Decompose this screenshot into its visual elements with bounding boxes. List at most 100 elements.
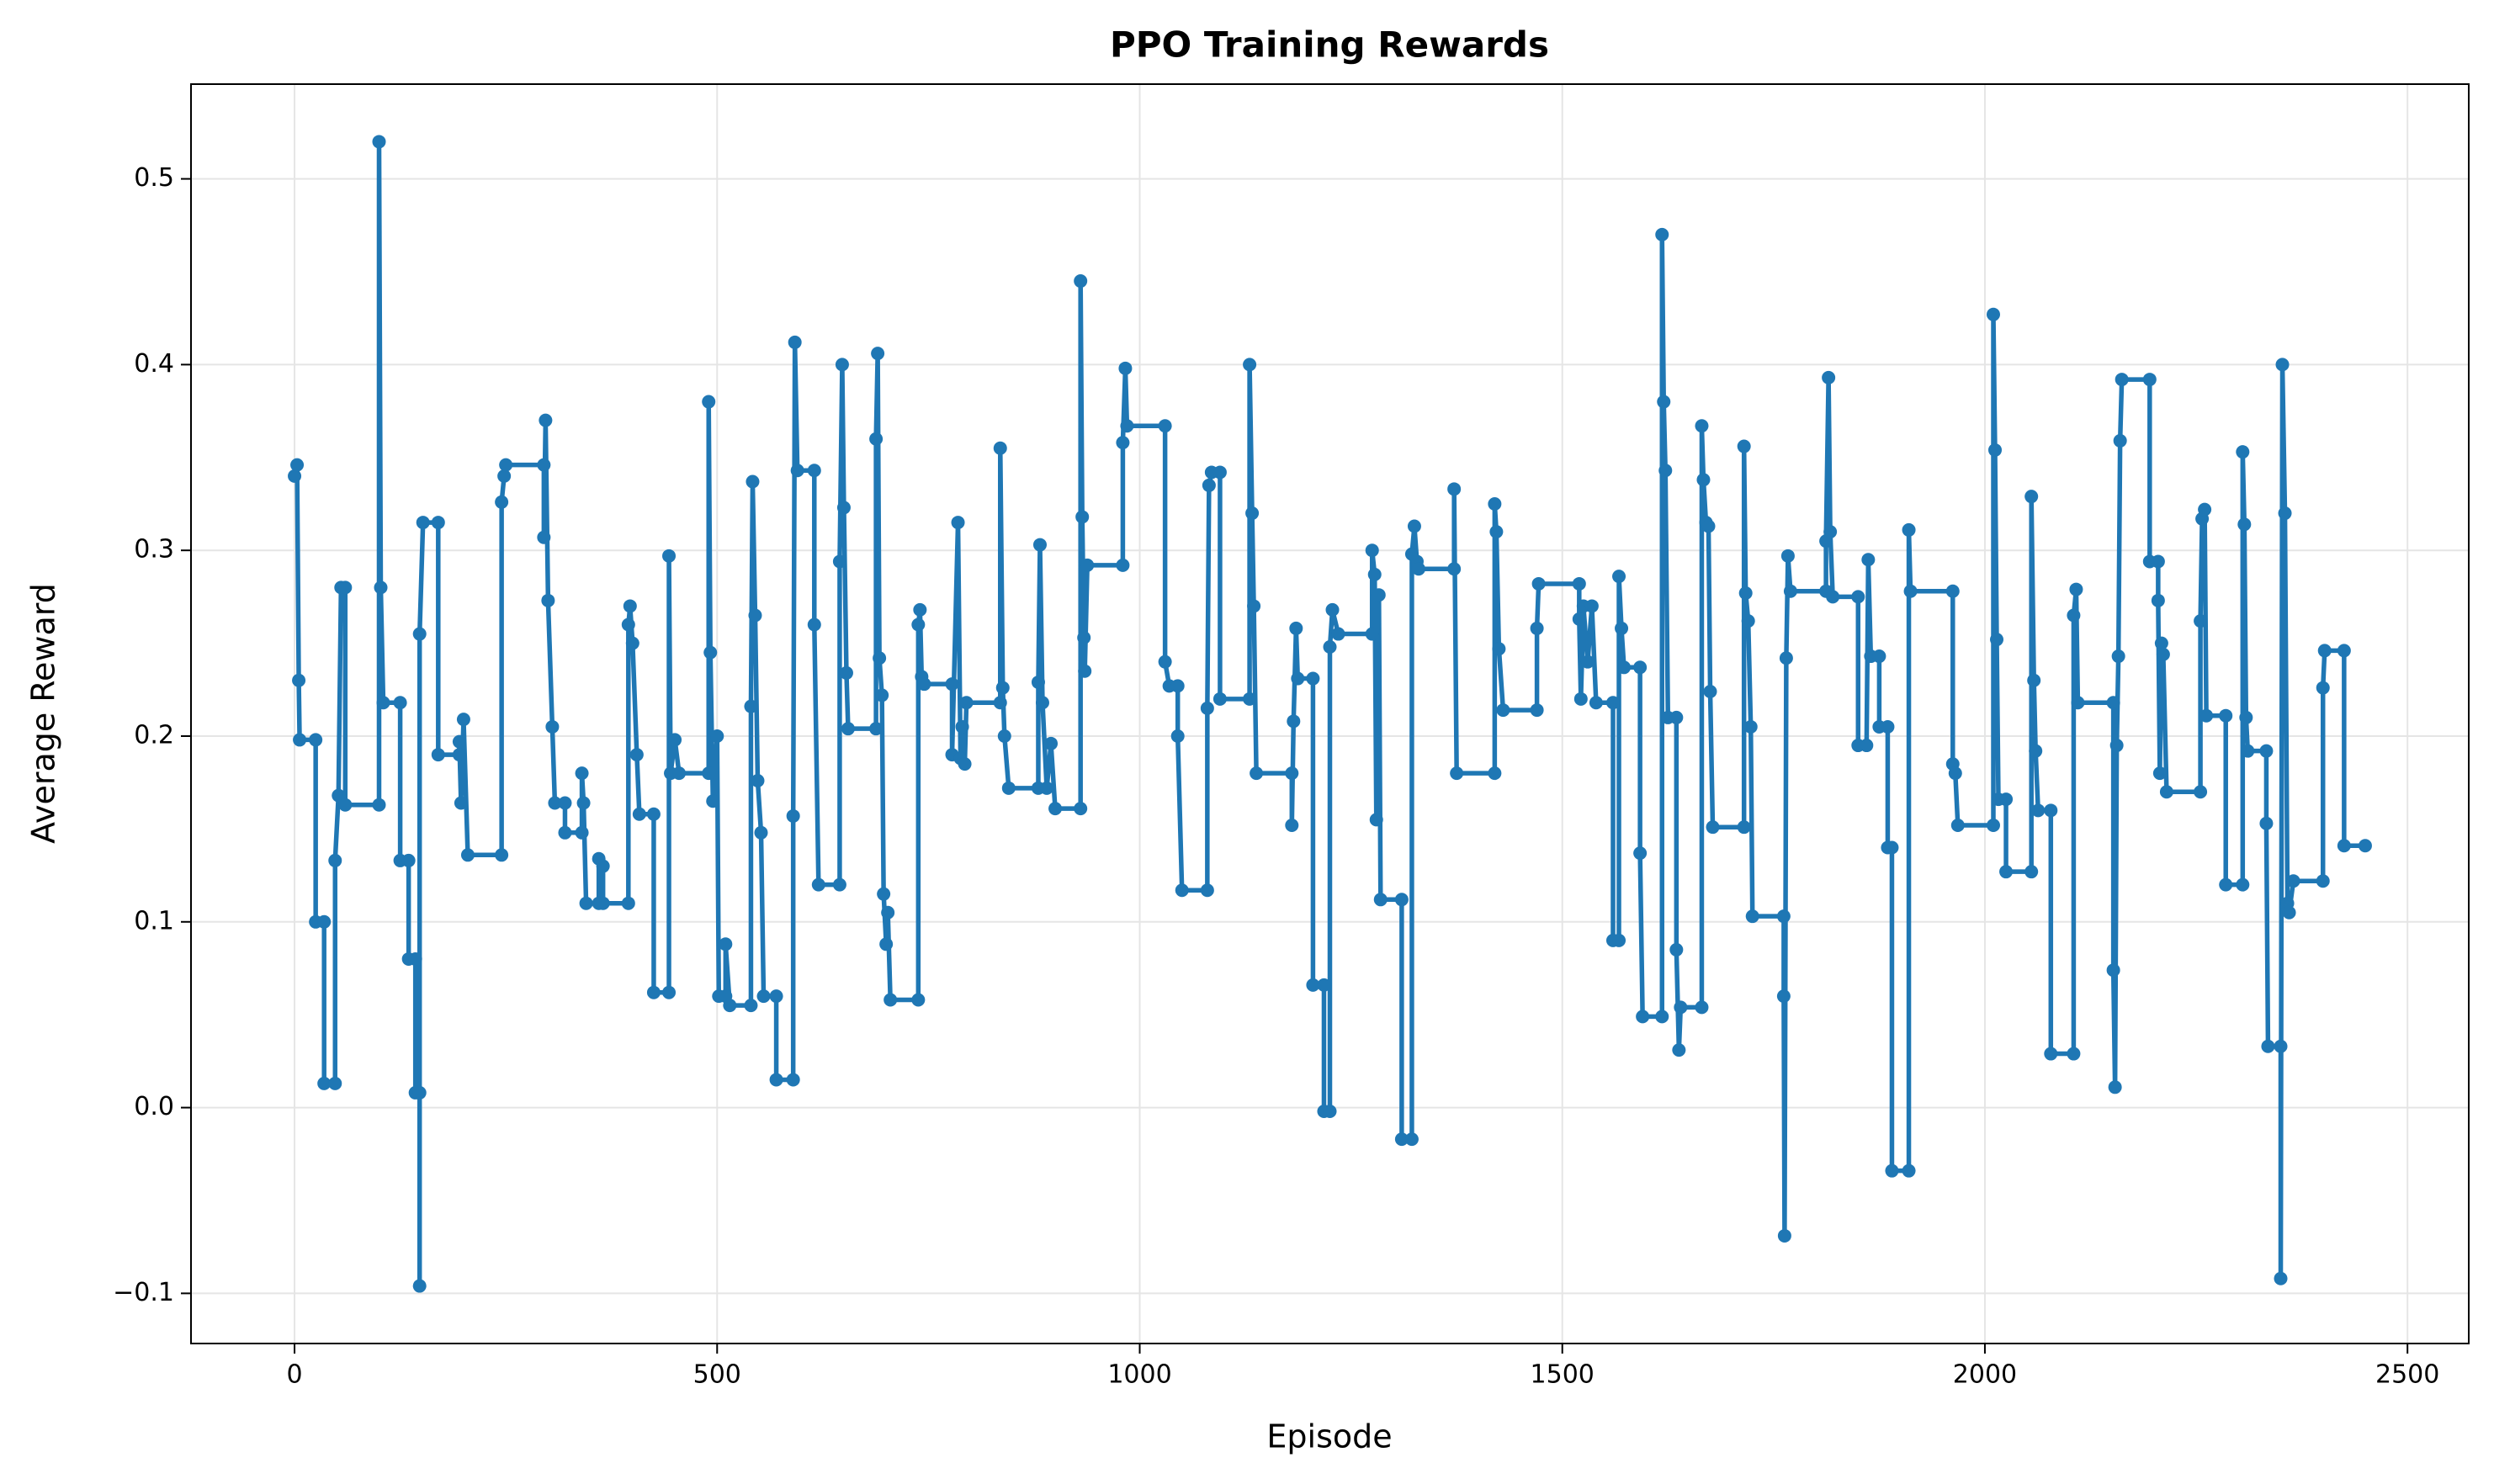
data-point bbox=[786, 808, 800, 823]
data-point bbox=[1669, 942, 1684, 957]
data-point bbox=[2261, 1039, 2275, 1053]
data-point bbox=[1872, 649, 1886, 664]
data-point bbox=[2198, 502, 2212, 517]
data-point bbox=[1118, 361, 1133, 375]
data-point bbox=[2109, 739, 2124, 753]
data-point bbox=[807, 464, 821, 478]
data-point bbox=[2071, 696, 2085, 710]
data-point bbox=[1776, 909, 1791, 924]
data-point bbox=[1617, 660, 1632, 675]
data-point bbox=[499, 458, 513, 472]
data-point bbox=[1367, 567, 1382, 581]
data-point bbox=[2237, 517, 2252, 532]
data-point bbox=[1950, 818, 1965, 832]
data-point bbox=[1411, 562, 1425, 576]
y-tick-label: 0.4 bbox=[134, 349, 174, 379]
data-point bbox=[1213, 465, 1227, 480]
data-point bbox=[1572, 576, 1586, 591]
data-point bbox=[2236, 445, 2250, 459]
data-point bbox=[790, 464, 804, 478]
data-point bbox=[2069, 582, 2083, 596]
data-point bbox=[1885, 840, 1899, 855]
data-point bbox=[1779, 651, 1793, 665]
data-point bbox=[1701, 519, 1716, 533]
data-point bbox=[1530, 703, 1544, 718]
data-point bbox=[408, 951, 422, 966]
data-point bbox=[2067, 1047, 2081, 1061]
data-point bbox=[2358, 839, 2372, 853]
data-point bbox=[2111, 649, 2125, 664]
data-point bbox=[2259, 816, 2274, 830]
data-point bbox=[2316, 681, 2330, 695]
data-point bbox=[416, 516, 430, 530]
data-point bbox=[836, 501, 851, 515]
data-point bbox=[913, 602, 927, 617]
data-point bbox=[719, 937, 733, 951]
data-point bbox=[877, 887, 891, 901]
data-point bbox=[884, 993, 898, 1007]
data-point bbox=[1743, 719, 1758, 734]
data-point bbox=[317, 1076, 332, 1090]
data-point bbox=[1706, 820, 1720, 835]
data-point bbox=[1776, 989, 1791, 1004]
data-point bbox=[1287, 714, 1301, 729]
data-point bbox=[537, 458, 551, 472]
data-point bbox=[1573, 692, 1588, 706]
data-point bbox=[1745, 909, 1759, 924]
data-point bbox=[662, 985, 677, 999]
data-point bbox=[2027, 673, 2041, 687]
data-point bbox=[2031, 803, 2046, 818]
data-point bbox=[495, 848, 509, 862]
data-point bbox=[317, 914, 332, 929]
data-point bbox=[1040, 781, 1054, 795]
data-point bbox=[558, 796, 572, 810]
data-point bbox=[1245, 506, 1260, 521]
data-point bbox=[292, 673, 306, 687]
data-point bbox=[744, 699, 758, 713]
data-point bbox=[1170, 729, 1185, 743]
data-point bbox=[1075, 510, 1090, 524]
data-point bbox=[911, 617, 926, 632]
data-point bbox=[1737, 820, 1751, 835]
data-point bbox=[1655, 1010, 1669, 1024]
data-point bbox=[702, 395, 716, 409]
data-point bbox=[431, 748, 445, 762]
data-point bbox=[2286, 874, 2300, 888]
data-point bbox=[1986, 818, 2000, 832]
data-point bbox=[2274, 1271, 2288, 1285]
data-point bbox=[2278, 506, 2292, 521]
data-point bbox=[748, 608, 762, 623]
data-point bbox=[1615, 621, 1629, 635]
data-point bbox=[2194, 785, 2208, 799]
data-point bbox=[723, 999, 737, 1013]
data-point bbox=[2151, 554, 2165, 569]
data-point bbox=[629, 748, 644, 762]
data-point bbox=[702, 766, 716, 781]
plot-frame bbox=[190, 83, 2470, 1344]
data-point bbox=[1737, 439, 1751, 453]
data-point bbox=[332, 788, 346, 803]
data-point bbox=[841, 722, 855, 736]
data-point bbox=[955, 719, 969, 734]
data-point bbox=[452, 748, 466, 762]
data-point bbox=[460, 848, 475, 862]
data-point bbox=[2044, 803, 2058, 818]
data-point bbox=[393, 696, 407, 710]
data-point bbox=[1291, 671, 1305, 686]
data-point bbox=[1247, 599, 1261, 613]
data-point bbox=[1988, 443, 2003, 457]
data-point bbox=[338, 798, 353, 812]
data-point bbox=[2219, 877, 2233, 892]
data-point bbox=[1116, 558, 1130, 572]
data-point bbox=[623, 599, 637, 613]
data-point bbox=[1048, 802, 1063, 816]
data-point bbox=[1394, 893, 1409, 907]
data-point bbox=[1902, 1163, 1916, 1178]
data-point bbox=[454, 796, 468, 810]
data-point bbox=[495, 495, 509, 509]
data-point bbox=[1612, 570, 1626, 584]
data-point bbox=[1488, 497, 1502, 511]
data-point bbox=[412, 627, 427, 641]
data-point bbox=[1822, 370, 1836, 384]
